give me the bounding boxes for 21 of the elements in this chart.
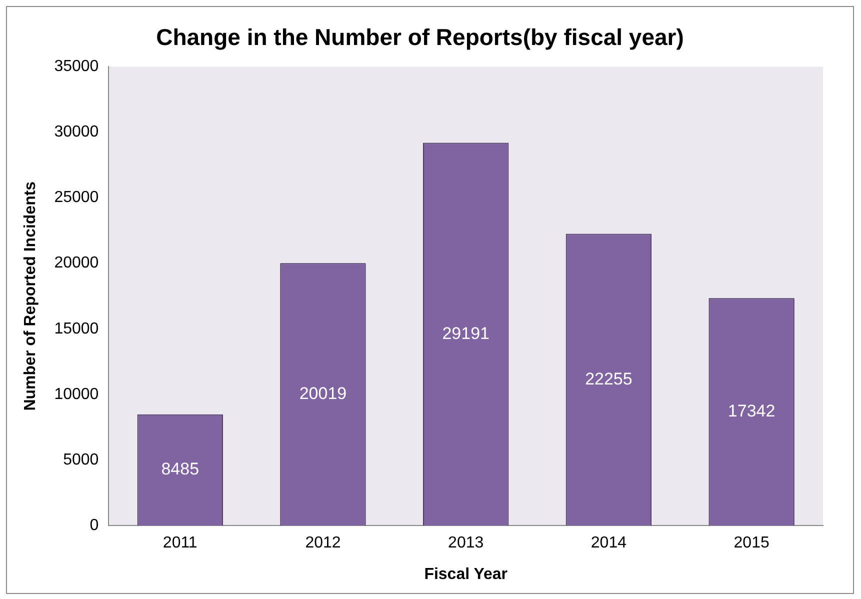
y-axis-title: Number of Reported Incidents bbox=[22, 181, 40, 411]
data-label: 20019 bbox=[299, 384, 347, 404]
y-tick-label: 15000 bbox=[54, 320, 99, 338]
x-tick-label: 2014 bbox=[590, 534, 627, 552]
x-tick-label: 2011 bbox=[162, 534, 198, 552]
x-tick-label: 2013 bbox=[448, 534, 484, 552]
data-label: 22255 bbox=[585, 369, 632, 388]
data-label: 17342 bbox=[728, 402, 776, 421]
data-label: 29191 bbox=[442, 324, 490, 343]
y-tick-label: 5000 bbox=[63, 451, 99, 468]
chart-title: Change in the Number of Reports(by fiscal year) bbox=[156, 24, 684, 50]
y-tick-label: 25000 bbox=[54, 189, 99, 206]
y-tick-label: 30000 bbox=[54, 124, 99, 141]
y-tick-label: 35000 bbox=[54, 58, 99, 76]
y-tick-label: 0 bbox=[90, 517, 99, 534]
x-axis-title: Fiscal Year bbox=[424, 566, 508, 583]
x-tick-label: 2012 bbox=[305, 534, 341, 552]
y-tick-label: 20000 bbox=[54, 254, 99, 272]
y-tick-label: 10000 bbox=[54, 386, 99, 403]
data-label: 8485 bbox=[161, 460, 200, 479]
x-tick-label: 2015 bbox=[734, 534, 770, 552]
